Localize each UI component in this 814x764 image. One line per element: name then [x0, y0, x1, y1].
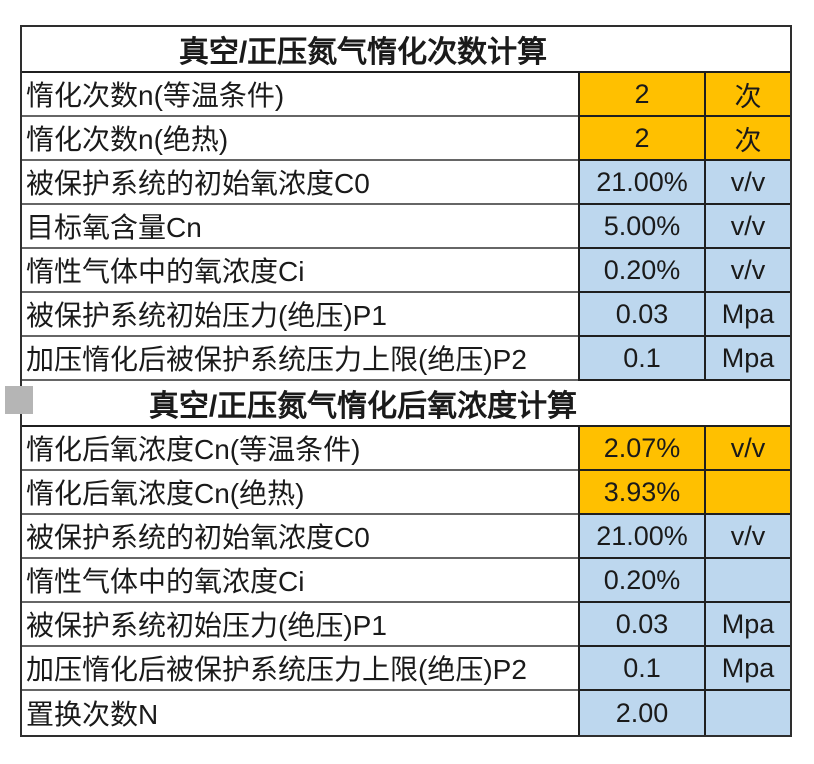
- row-value-cell[interactable]: 0.03: [578, 603, 704, 647]
- row-label-cell[interactable]: 目标氧含量Cn: [22, 205, 578, 249]
- row-label-cell[interactable]: 被保护系统的初始氧浓度C0: [22, 515, 578, 559]
- table-row: 被保护系统的初始氧浓度C0 21.00% v/v: [22, 161, 790, 205]
- row-unit-cell[interactable]: Mpa: [704, 337, 790, 381]
- row-label-cell[interactable]: 加压惰化后被保护系统压力上限(绝压)P2: [22, 647, 578, 691]
- table-row: 惰性气体中的氧浓度Ci 0.20% v/v: [22, 249, 790, 293]
- row-label-cell[interactable]: 惰性气体中的氧浓度Ci: [22, 249, 578, 293]
- row-value-cell[interactable]: 0.03: [578, 293, 704, 337]
- row-label-cell[interactable]: 置换次数N: [22, 691, 578, 735]
- row-value-cell[interactable]: 0.20%: [578, 249, 704, 293]
- row-label-cell[interactable]: 加压惰化后被保护系统压力上限(绝压)P2: [22, 337, 578, 381]
- table-row: 被保护系统初始压力(绝压)P1 0.03 Mpa: [22, 293, 790, 337]
- row-unit-cell[interactable]: Mpa: [704, 647, 790, 691]
- row-value-cell[interactable]: 0.20%: [578, 559, 704, 603]
- row-label-cell[interactable]: 惰性气体中的氧浓度Ci: [22, 559, 578, 603]
- row-unit-cell[interactable]: Mpa: [704, 603, 790, 647]
- row-label-cell[interactable]: 被保护系统的初始氧浓度C0: [22, 161, 578, 205]
- row-unit-cell[interactable]: v/v: [704, 427, 790, 471]
- row-value-cell[interactable]: 3.93%: [578, 471, 704, 515]
- table-row: 目标氧含量Cn 5.00% v/v: [22, 205, 790, 249]
- row-value-cell[interactable]: 21.00%: [578, 161, 704, 205]
- table-row: 惰性气体中的氧浓度Ci 0.20%: [22, 559, 790, 603]
- section-1-header-cell[interactable]: 真空/正压氮气惰化次数计算: [22, 27, 790, 73]
- table-row: 惰化后氧浓度Cn(绝热) 3.93%: [22, 471, 790, 515]
- row-label-cell[interactable]: 惰化次数n(等温条件): [22, 73, 578, 117]
- row-label-cell[interactable]: 惰化后氧浓度Cn(等温条件): [22, 427, 578, 471]
- row-label-cell[interactable]: 被保护系统初始压力(绝压)P1: [22, 293, 578, 337]
- row-unit-cell[interactable]: 次: [704, 117, 790, 161]
- table-row: 被保护系统的初始氧浓度C0 21.00% v/v: [22, 515, 790, 559]
- row-value-cell[interactable]: 2: [578, 73, 704, 117]
- row-unit-cell[interactable]: Mpa: [704, 293, 790, 337]
- row-value-cell[interactable]: 5.00%: [578, 205, 704, 249]
- row-value-cell[interactable]: 2.00: [578, 691, 704, 735]
- row-unit-cell[interactable]: 次: [704, 73, 790, 117]
- row-label-cell[interactable]: 惰化次数n(绝热): [22, 117, 578, 161]
- row-unit-cell[interactable]: v/v: [704, 205, 790, 249]
- row-value-cell[interactable]: 0.1: [578, 647, 704, 691]
- row-unit-cell[interactable]: v/v: [704, 249, 790, 293]
- table-row: 加压惰化后被保护系统压力上限(绝压)P2 0.1 Mpa: [22, 337, 790, 381]
- table-row: 惰化次数n(绝热) 2 次: [22, 117, 790, 161]
- row-unit-cell[interactable]: [704, 691, 790, 735]
- row-label-cell[interactable]: 被保护系统初始压力(绝压)P1: [22, 603, 578, 647]
- table-row: 被保护系统初始压力(绝压)P1 0.03 Mpa: [22, 603, 790, 647]
- row-unit-cell[interactable]: [704, 471, 790, 515]
- row-unit-cell[interactable]: v/v: [704, 161, 790, 205]
- section-2-header-cell[interactable]: 真空/正压氮气惰化后氧浓度计算: [22, 381, 790, 427]
- row-value-cell[interactable]: 21.00%: [578, 515, 704, 559]
- table-row: 加压惰化后被保护系统压力上限(绝压)P2 0.1 Mpa: [22, 647, 790, 691]
- section-1-title: 真空/正压氮气惰化次数计算: [178, 36, 548, 69]
- row-label-cell[interactable]: 惰化后氧浓度Cn(绝热): [22, 471, 578, 515]
- row-unit-cell[interactable]: [704, 559, 790, 603]
- table-row: 惰化后氧浓度Cn(等温条件) 2.07% v/v: [22, 427, 790, 471]
- row-value-cell[interactable]: 2.07%: [578, 427, 704, 471]
- gray-selection-artifact: [5, 386, 33, 414]
- row-value-cell[interactable]: 0.1: [578, 337, 704, 381]
- inerting-calc-table: 真空/正压氮气惰化次数计算 惰化次数n(等温条件) 2 次 惰化次数n(绝热) …: [20, 25, 792, 737]
- table-row: 惰化次数n(等温条件) 2 次: [22, 73, 790, 117]
- row-unit-cell[interactable]: v/v: [704, 515, 790, 559]
- table-row: 置换次数N 2.00: [22, 691, 790, 735]
- row-value-cell[interactable]: 2: [578, 117, 704, 161]
- section-2-title: 真空/正压氮气惰化后氧浓度计算: [148, 390, 578, 423]
